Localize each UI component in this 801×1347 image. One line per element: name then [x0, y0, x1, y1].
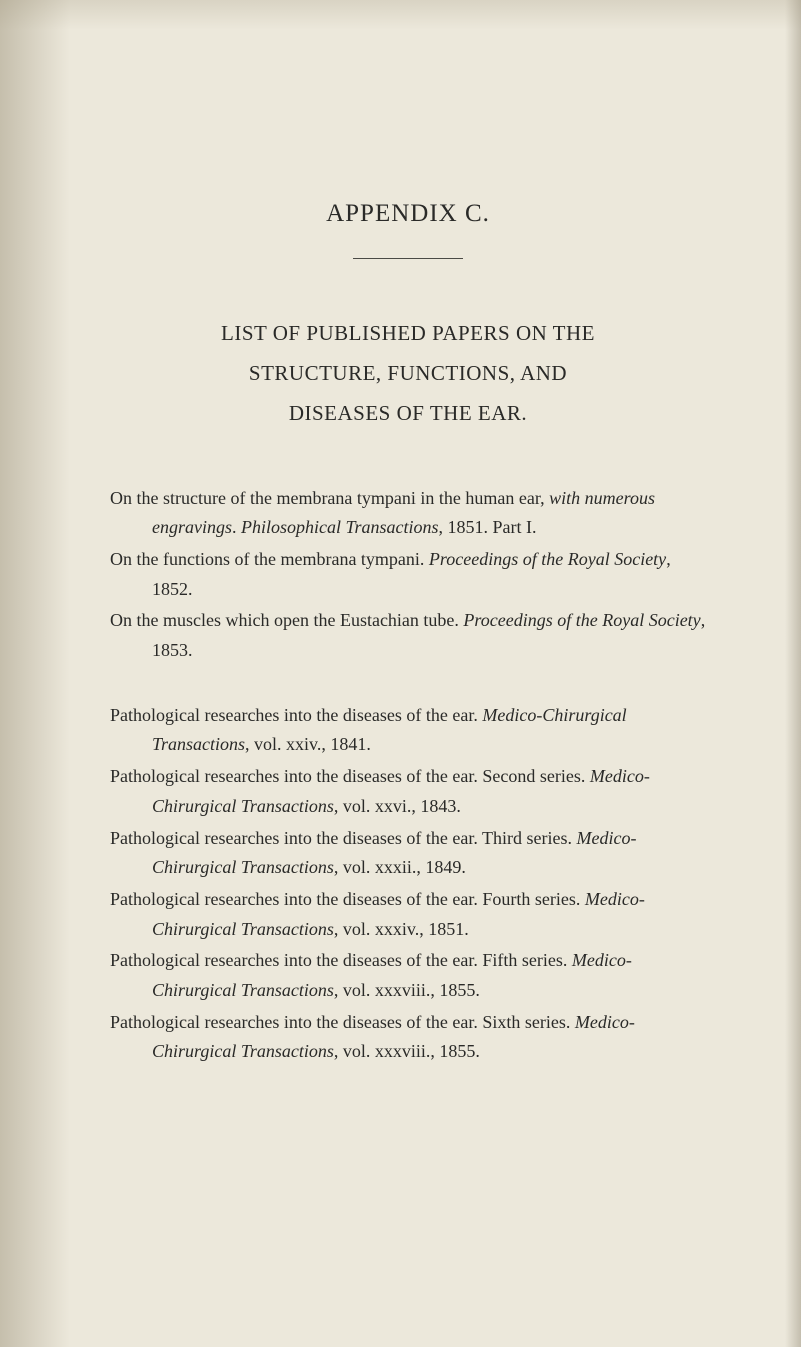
entry-text: Pathological researches into the disease…: [110, 889, 585, 909]
entry: On the functions of the membrana tympani…: [110, 545, 706, 604]
entry-text: Pathological researches into the disease…: [110, 828, 577, 848]
entry: Pathological researches into the disease…: [110, 885, 706, 944]
entry-text: , vol. xxxii., 1849.: [334, 857, 466, 877]
entry: Pathological researches into the disease…: [110, 762, 706, 821]
entries-block-2: Pathological researches into the disease…: [110, 701, 706, 1067]
entry-text: Pathological researches into the disease…: [110, 705, 482, 725]
entry: Pathological researches into the disease…: [110, 701, 706, 760]
appendix-title: APPENDIX C.: [110, 200, 706, 228]
entry-text: , vol. xxxviii., 1855.: [334, 980, 480, 1000]
entry-text: , vol. xxiv., 1841.: [245, 734, 371, 754]
entry-text: , vol. xxvi., 1843.: [334, 796, 461, 816]
subtitle-block: LIST OF PUBLISHED PAPERS ON THE STRUCTUR…: [110, 314, 706, 434]
subtitle-line-2: STRUCTURE, FUNCTIONS, AND: [110, 354, 706, 394]
entries-block-1: On the structure of the membrana tympani…: [110, 484, 706, 666]
divider-rule: [353, 258, 463, 259]
entry: Pathological researches into the disease…: [110, 1008, 706, 1067]
entry-italic: Philosophical Transactions: [241, 517, 439, 537]
entry: Pathological researches into the disease…: [110, 946, 706, 1005]
entry-text: On the functions of the membrana tympani…: [110, 549, 429, 569]
entry-text: On the structure of the membrana tympani…: [110, 488, 549, 508]
entry-text: On the muscles which open the Eustachian…: [110, 610, 463, 630]
entry-text: Pathological researches into the disease…: [110, 950, 572, 970]
entry-text: , 1851. Part I.: [439, 517, 537, 537]
entry-text: Pathological researches into the disease…: [110, 766, 590, 786]
entry-text: , vol. xxxiv., 1851.: [334, 919, 469, 939]
entry: On the structure of the membrana tympani…: [110, 484, 706, 543]
page-content: APPENDIX C. LIST OF PUBLISHED PAPERS ON …: [0, 0, 801, 1162]
entry-text: .: [232, 517, 241, 537]
entry-italic: Proceedings of the Royal Society: [463, 610, 700, 630]
entry-text: Pathological researches into the disease…: [110, 1012, 575, 1032]
entry-text: , vol. xxxviii., 1855.: [334, 1041, 480, 1061]
entry: Pathological researches into the disease…: [110, 824, 706, 883]
subtitle-line-3: DISEASES OF THE EAR.: [110, 394, 706, 434]
entry: On the muscles which open the Eustachian…: [110, 606, 706, 665]
subtitle-line-1: LIST OF PUBLISHED PAPERS ON THE: [110, 314, 706, 354]
entry-italic: Proceedings of the Royal Society: [429, 549, 666, 569]
